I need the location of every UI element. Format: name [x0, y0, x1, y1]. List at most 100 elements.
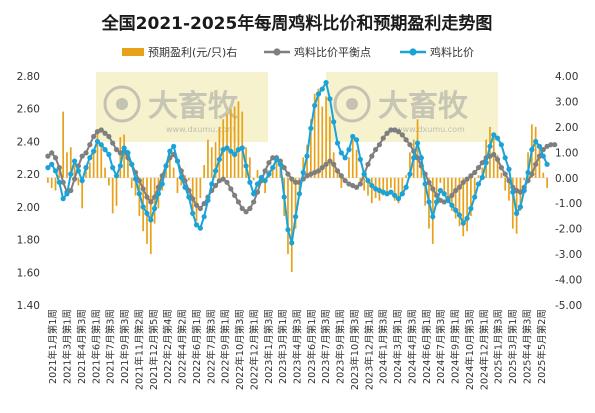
breakeven-point — [491, 151, 497, 158]
x-tick-label: 2021年7月第3周 — [105, 309, 117, 384]
ratio-point — [472, 194, 478, 200]
ratio-point — [224, 145, 230, 151]
ratio-point — [536, 143, 543, 149]
profit-bar — [153, 177, 156, 224]
right-tick-label: -3.00 — [555, 249, 582, 261]
ratio-point — [87, 155, 93, 161]
breakeven-point — [68, 187, 74, 194]
breakeven-point — [281, 165, 287, 171]
breakeven-point — [102, 130, 108, 136]
profit-bar — [511, 177, 514, 229]
profit-bar — [81, 177, 84, 209]
watermark-brand: 大畜牧 — [378, 89, 469, 124]
profit-bar — [92, 152, 95, 178]
profit-bar — [210, 147, 213, 178]
ratio-point — [140, 204, 146, 210]
profit-bar — [290, 177, 293, 272]
right-y-axis: 4.00 3.00 2.00 1.00 0.00 -1.00 -2.00 -3.00 -4.00… — [555, 71, 582, 312]
ratio-point — [281, 194, 287, 200]
ratio-point — [456, 212, 463, 218]
breakeven-point — [548, 142, 554, 148]
x-tick-label: 2021年6月第1周 — [90, 309, 102, 384]
legend-item-breakeven: 鸡料比价平衡点 — [264, 45, 371, 59]
profit-bar — [351, 137, 354, 178]
breakeven-point — [460, 179, 466, 185]
ratio-point — [209, 181, 215, 187]
profit-bar — [294, 177, 297, 229]
ratio-point — [483, 160, 489, 166]
ratio-point — [216, 156, 222, 163]
profit-bar — [431, 177, 434, 244]
x-tick-label: 2023年12月第1周 — [363, 309, 375, 390]
right-tick-label: -1.00 — [555, 198, 582, 210]
profit-bar — [199, 177, 202, 199]
ratio-point — [292, 214, 299, 220]
breakeven-point — [224, 179, 230, 185]
legend: 预期盈利(元/只)右 鸡料比价平衡点 鸡料比价 — [122, 45, 474, 59]
ratio-point — [270, 165, 276, 171]
breakeven-point — [262, 168, 268, 174]
breakeven-point — [292, 179, 299, 185]
profit-bar — [523, 177, 526, 181]
profit-bar — [325, 96, 327, 178]
ratio-point — [308, 125, 314, 131]
profit-bar — [287, 177, 289, 255]
x-tick-label: 2023年4月第3周 — [292, 309, 304, 384]
ratio-point — [323, 79, 329, 86]
profit-bar — [508, 177, 510, 201]
breakeven-point — [152, 194, 158, 200]
breakeven-point — [60, 179, 66, 185]
ratio-point — [433, 199, 440, 205]
x-tick-label: 2025年4月第3周 — [521, 309, 533, 384]
x-tick-label: 2024年3月第1周 — [392, 309, 404, 384]
x-tick-label: 2024年9月第1周 — [450, 309, 462, 384]
ratio-point — [113, 173, 120, 179]
ratio-point — [312, 102, 318, 109]
profit-bar — [191, 177, 194, 214]
ratio-point — [315, 91, 322, 97]
ratio-point — [426, 199, 432, 205]
profit-bar — [443, 177, 446, 196]
ratio-point — [514, 210, 520, 216]
profit-bar — [195, 177, 198, 222]
profit-bar — [207, 139, 209, 178]
ratio-point — [441, 191, 447, 197]
left-tick-label: 1.80 — [17, 235, 40, 247]
profit-bar — [355, 149, 358, 178]
profit-bar — [309, 119, 312, 178]
ratio-point — [60, 196, 66, 202]
breakeven-point — [83, 150, 89, 156]
ratio-point — [395, 196, 402, 202]
profit-bar — [249, 157, 251, 178]
profit-bar — [527, 152, 529, 178]
breakeven-point — [479, 160, 485, 166]
ratio-point — [361, 171, 367, 177]
left-tick-label: 2.20 — [17, 169, 40, 181]
profit-bar — [401, 177, 404, 194]
x-tick-label: 2023年3月第1周 — [277, 309, 289, 384]
profit-bar — [313, 93, 316, 178]
ratio-point — [529, 147, 535, 153]
right-tick-label: 1.00 — [555, 147, 578, 159]
profit-bar — [218, 126, 221, 178]
legend-label-ratio: 鸡料比价 — [430, 45, 474, 59]
ratio-point — [445, 197, 451, 203]
breakeven-point — [228, 186, 234, 192]
breakeven-point — [456, 184, 463, 190]
ratio-point — [193, 222, 200, 228]
breakeven-point — [388, 127, 394, 133]
x-tick-label: 2021年12月第5周 — [148, 309, 160, 390]
breakeven-point — [357, 181, 363, 187]
right-tick-label: 0.00 — [555, 173, 578, 185]
ratio-point — [353, 137, 360, 143]
profit-bar — [172, 167, 175, 178]
ratio-point — [163, 163, 169, 169]
ratio-point — [403, 184, 409, 190]
profit-bar — [252, 177, 255, 181]
ratio-point — [247, 179, 253, 185]
profit-bar — [66, 152, 68, 178]
profit-bar — [302, 157, 305, 178]
profit-bar — [271, 165, 274, 178]
